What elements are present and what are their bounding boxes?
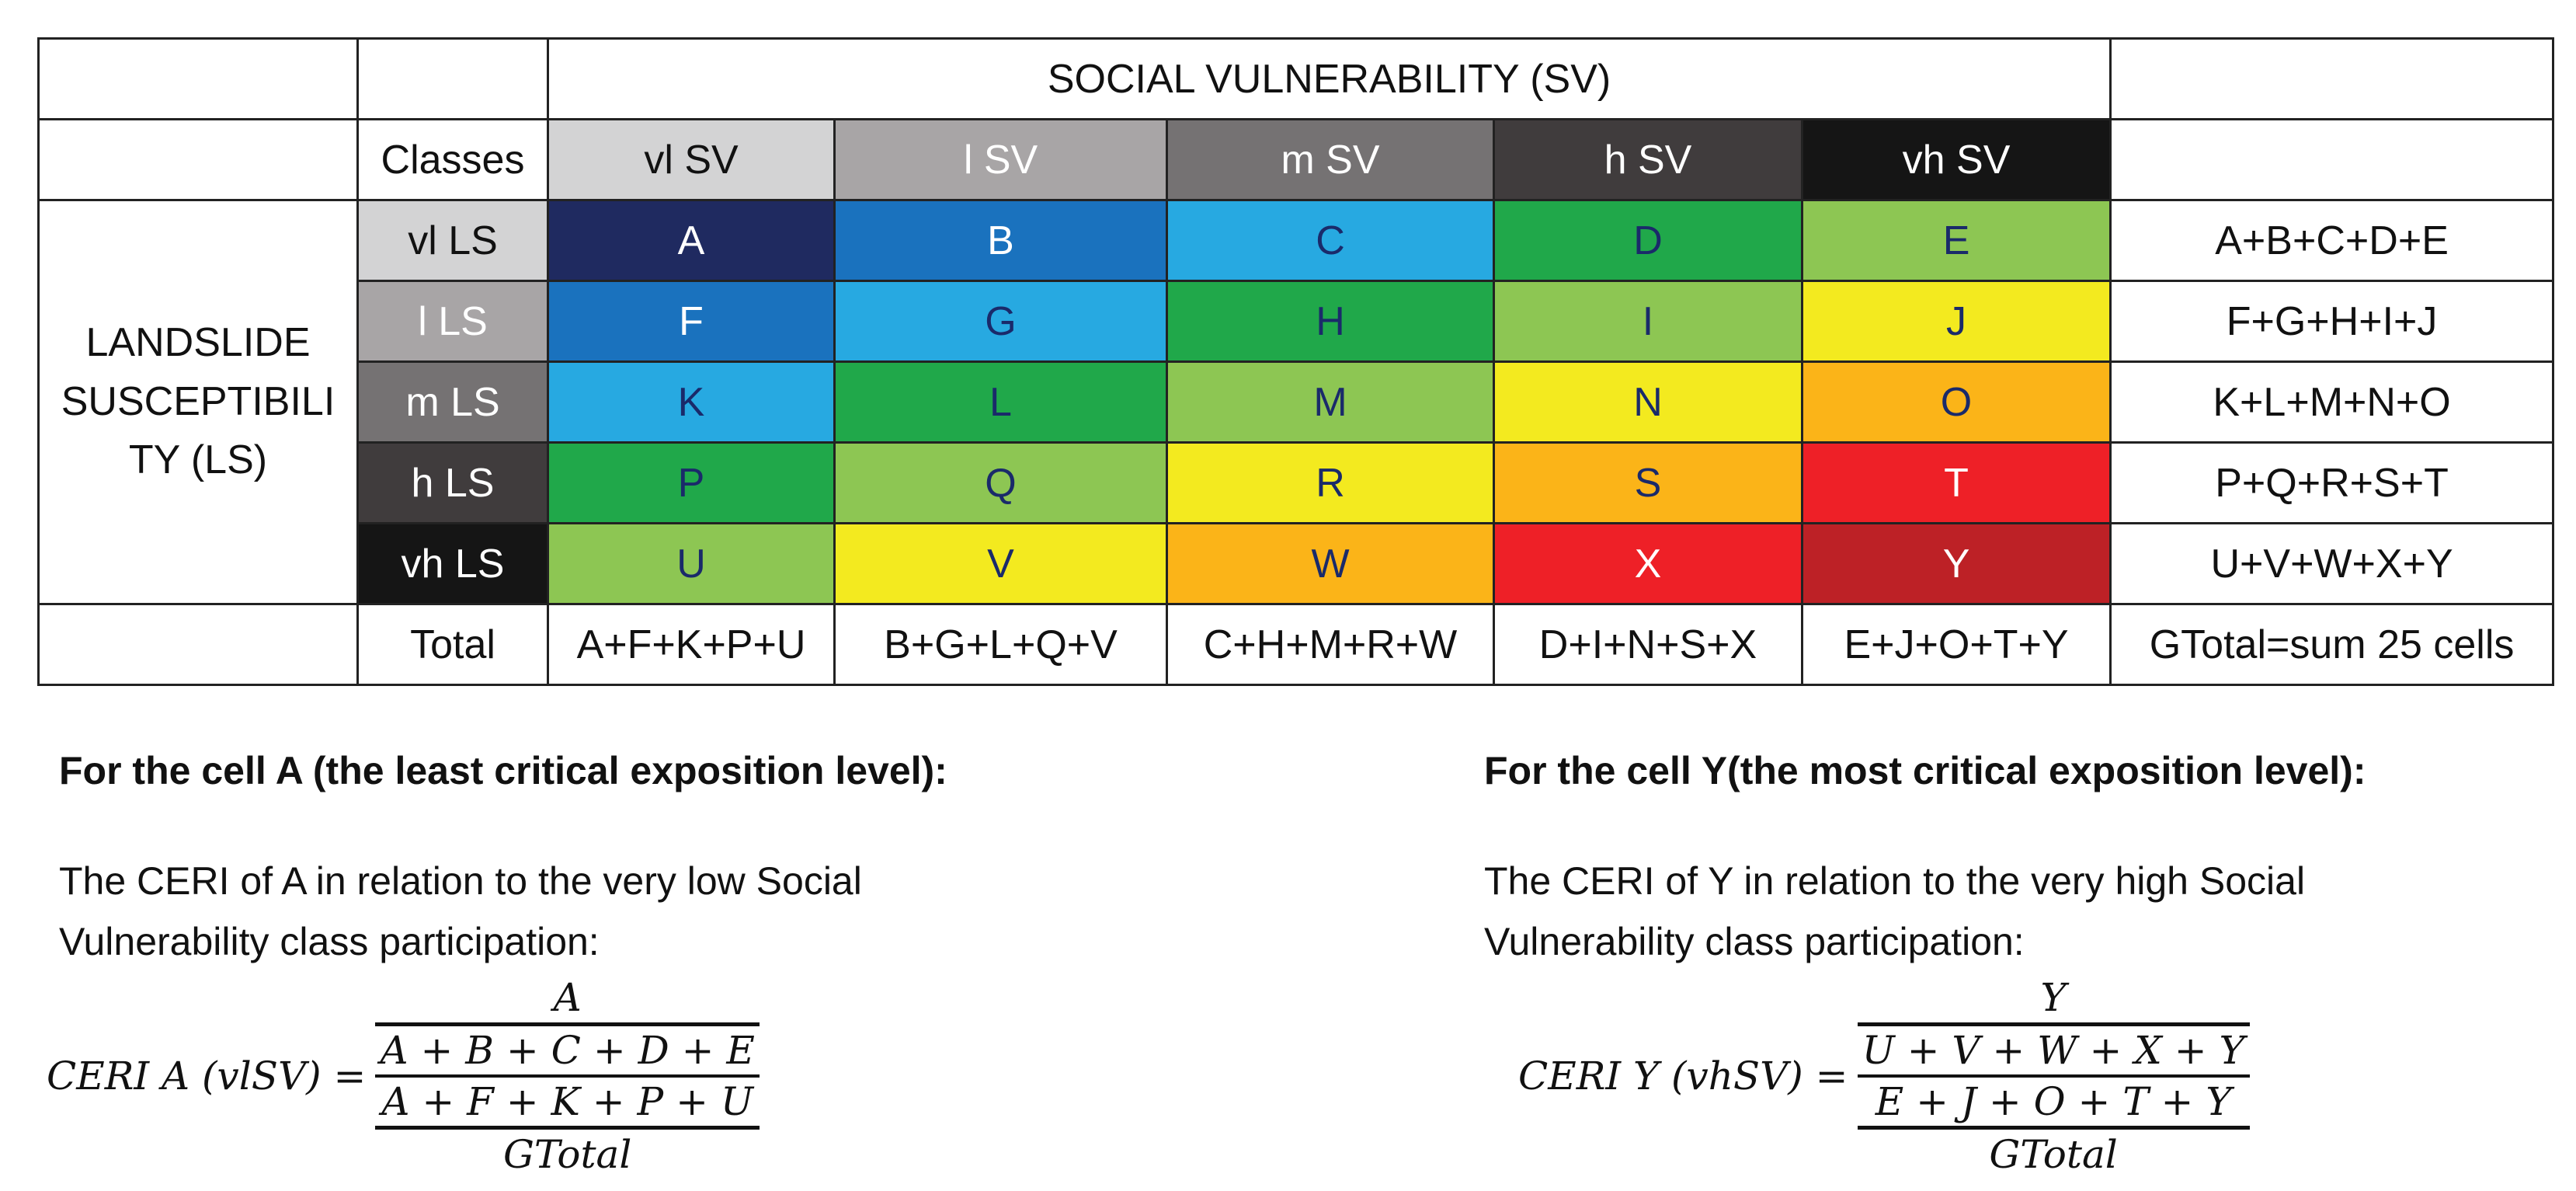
matrix-cell: T: [1800, 441, 2112, 524]
matrix-cell: Q: [833, 441, 1168, 524]
formula-outer-fraction: A A + B + C + D + E A + F + K + P + U GT…: [375, 973, 760, 1179]
ls-row-h: h LS P Q R S T P+Q+R+S+T: [39, 441, 2555, 524]
matrix-cell: O: [1800, 360, 2112, 444]
fraction-bar: [1857, 1074, 2250, 1078]
matrix-cell: P: [547, 441, 836, 524]
matrix-cell: W: [1166, 522, 1495, 605]
ls-class-header: h LS: [356, 441, 549, 524]
column-total-cell: D+I+N+S+X: [1493, 603, 1803, 686]
matrix-cell: I: [1493, 280, 1803, 363]
column-total-cell: C+H+M+R+W: [1166, 603, 1495, 686]
sv-class-header: vl SV: [547, 118, 836, 201]
ls-class-header: vh LS: [356, 522, 549, 605]
right-heading: For the cell Y(the most critical exposit…: [1484, 749, 2366, 792]
blank-cell: [37, 603, 359, 686]
formula-inner-denominator: E + J + O + T + Y: [1875, 1079, 2232, 1124]
matrix-cell: M: [1166, 360, 1495, 444]
right-paragraph-line: Vulnerability class participation:: [1484, 920, 2025, 963]
matrix-cell: D: [1493, 199, 1803, 282]
matrix-cell: K: [547, 360, 836, 444]
formula-lhs: CERI A (vlSV) =: [47, 1053, 367, 1099]
matrix-cell: G: [833, 280, 1168, 363]
formula-inner-numerator: A + B + C + D + E: [380, 1028, 755, 1073]
sv-class-header: vh SV: [1800, 118, 2112, 201]
sv-class-header: h SV: [1493, 118, 1803, 201]
matrix-cell: N: [1493, 360, 1803, 444]
blank-cell: [2109, 37, 2555, 120]
grand-total-cell: GTotal=sum 25 cells: [2109, 603, 2555, 686]
matrix-cell: E: [1800, 199, 2112, 282]
formula-lhs: CERI Y (vhSV) =: [1518, 1053, 1848, 1099]
left-paragraph-line: Vulnerability class participation:: [59, 920, 600, 963]
matrix-cell: F: [547, 280, 836, 363]
ls-class-header: vl LS: [356, 199, 549, 282]
matrix-cell: X: [1493, 522, 1803, 605]
matrix-cell: H: [1166, 280, 1495, 363]
formula-outer-fraction: Y U + V + W + X + Y E + J + O + T + Y GT…: [1857, 973, 2250, 1179]
row-sum-cell: F+G+H+I+J: [2109, 280, 2555, 363]
matrix-cell: C: [1166, 199, 1495, 282]
ls-row-vh: vh LS U V W X Y U+V+W+X+Y: [39, 522, 2555, 605]
sv-title-row: SOCIAL VULNERABILITY (SV): [37, 37, 2555, 120]
exposition-matrix-table: SOCIAL VULNERABILITY (SV) Classes vl SV …: [37, 37, 2555, 686]
matrix-cell: A: [547, 199, 836, 282]
blank-cell: [2109, 118, 2555, 201]
column-total-cell: A+F+K+P+U: [547, 603, 836, 686]
matrix-cell: V: [833, 522, 1168, 605]
matrix-cell: Y: [1800, 522, 2112, 605]
sv-title: SOCIAL VULNERABILITY (SV): [546, 37, 2112, 120]
sv-class-header: l SV: [833, 118, 1168, 201]
formula-inner-fraction: A + B + C + D + E A + F + K + P + U: [375, 1026, 760, 1126]
row-sum-cell: U+V+W+X+Y: [2109, 522, 2555, 605]
classes-label: Classes: [356, 118, 549, 201]
blank-cell: [356, 37, 549, 120]
left-formula: CERI A (vlSV) = A A + B + C + D + E A + …: [47, 973, 760, 1179]
left-heading: For the cell A (the least critical expos…: [59, 749, 947, 792]
classes-header-row: Classes vl SV l SV m SV h SV vh SV: [37, 118, 2555, 201]
right-paragraph-line: The CERI of Y in relation to the very hi…: [1484, 859, 2306, 903]
total-label: Total: [356, 603, 549, 686]
right-formula: CERI Y (vhSV) = Y U + V + W + X + Y E + …: [1518, 973, 2250, 1179]
column-total-cell: B+G+L+Q+V: [833, 603, 1168, 686]
matrix-cell: L: [833, 360, 1168, 444]
formula-denominator: GTotal: [502, 1132, 632, 1177]
fraction-bar: [375, 1074, 760, 1078]
fraction-bar: [375, 1126, 760, 1130]
row-sum-cell: K+L+M+N+O: [2109, 360, 2555, 444]
formula-inner-denominator: A + F + K + P + U: [381, 1079, 753, 1124]
ls-row-m: m LS K L M N O K+L+M+N+O: [39, 360, 2555, 444]
formula-inner-fraction: U + V + W + X + Y E + J + O + T + Y: [1857, 1026, 2250, 1126]
row-sum-cell: P+Q+R+S+T: [2109, 441, 2555, 524]
fraction-bar: [1857, 1126, 2250, 1130]
left-paragraph-line: The CERI of A in relation to the very lo…: [59, 859, 862, 903]
column-total-cell: E+J+O+T+Y: [1800, 603, 2112, 686]
left-paragraph: The CERI of A in relation to the very lo…: [59, 851, 862, 972]
matrix-cell: J: [1800, 280, 2112, 363]
matrix-cell: S: [1493, 441, 1803, 524]
matrix-cell: R: [1166, 441, 1495, 524]
ls-row-vl: LANDSLIDE SUSCEPTIBILI TY (LS) vl LS A B…: [37, 199, 2555, 605]
ls-row-l: l LS F G H I J F+G+H+I+J: [39, 280, 2555, 363]
formula-numerator: Y: [2040, 975, 2067, 1020]
row-sum-cell: A+B+C+D+E: [2109, 199, 2555, 282]
fraction-bar: [1857, 1022, 2250, 1026]
totals-row: Total A+F+K+P+U B+G+L+Q+V C+H+M+R+W D+I+…: [37, 603, 2555, 686]
blank-cell: [37, 118, 359, 201]
formula-inner-numerator: U + V + W + X + Y: [1862, 1028, 2245, 1073]
ls-title: LANDSLIDE SUSCEPTIBILI TY (LS): [37, 199, 359, 605]
blank-cell: [37, 37, 359, 120]
matrix-cell: U: [547, 522, 836, 605]
formula-denominator: GTotal: [1989, 1132, 2118, 1177]
fraction-bar: [375, 1022, 760, 1026]
ls-class-header: m LS: [356, 360, 549, 444]
formula-numerator: A: [553, 975, 582, 1020]
right-paragraph: The CERI of Y in relation to the very hi…: [1484, 851, 2305, 972]
ls-class-header: l LS: [356, 280, 549, 363]
matrix-cell: B: [833, 199, 1168, 282]
sv-class-header: m SV: [1166, 118, 1495, 201]
